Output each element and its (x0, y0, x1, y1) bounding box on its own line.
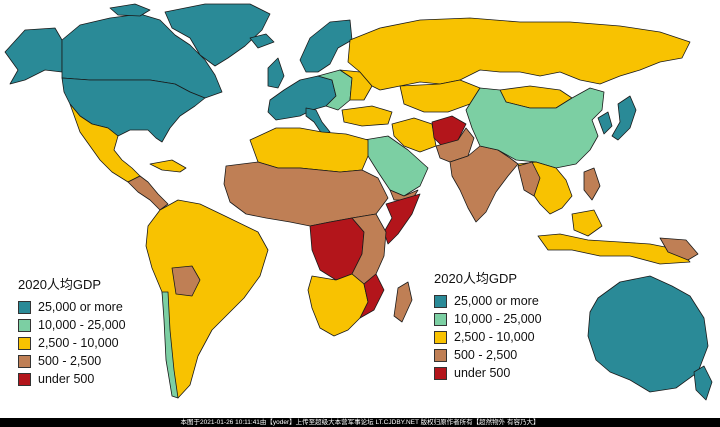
region-japan (611, 95, 637, 141)
legend-right-label-10000: 10,000 - 25,000 (454, 312, 542, 326)
legend-right-row-10000: 10,000 - 25,000 (434, 310, 542, 328)
region-south-america (145, 199, 269, 399)
legend-right-label-under: under 500 (454, 366, 511, 380)
region-australia (587, 275, 709, 393)
legend-left-row-500: 500 - 2,500 (18, 352, 126, 370)
region-somalia (383, 193, 421, 245)
region-arabia (363, 135, 429, 197)
legend-right-row-500: 500 - 2,500 (434, 346, 542, 364)
legend-left-label-25000: 25,000 or more (38, 300, 123, 314)
region-caribbean (149, 159, 187, 173)
region-mexico (69, 103, 141, 183)
region-chile (161, 291, 179, 399)
region-myanmar (517, 161, 541, 197)
legend-left-swatch-under (18, 372, 31, 386)
legend-right-row-under: under 500 (434, 364, 542, 382)
legend-left-row-25000: 25,000 or more (18, 298, 126, 316)
legend-left: 2020人均GDP 25,000 or more 10,000 - 25,000… (18, 274, 126, 388)
legend-right-label-500: 500 - 2,500 (454, 348, 518, 362)
region-iceland (249, 33, 275, 49)
legend-left-label-10000: 10,000 - 25,000 (38, 318, 126, 332)
legend-left-swatch-500 (18, 354, 31, 368)
region-turkey (341, 105, 393, 127)
legend-right-swatch-under (434, 366, 447, 380)
region-arctic-islands (109, 3, 151, 17)
legend-right-label-25000: 25,000 or more (454, 294, 539, 308)
region-indonesia (537, 233, 691, 265)
legend-right-row-25000: 25,000 or more (434, 292, 542, 310)
legend-left-label-under: under 500 (38, 372, 95, 386)
legend-left-row-2500: 2,500 - 10,000 (18, 334, 126, 352)
region-greenland (164, 3, 271, 67)
region-china (465, 87, 605, 169)
footer-watermark-text: 本图于2021-01-26 10:11:41由【yoder】上传至超级大本营军事… (0, 418, 720, 427)
region-iran (391, 117, 437, 153)
region-bolivia (171, 265, 201, 297)
legend-right-label-2500: 2,500 - 10,000 (454, 330, 535, 344)
legend-right-swatch-10000 (434, 312, 447, 326)
legend-left-row-under: under 500 (18, 370, 126, 388)
legend-left-swatch-25000 (18, 300, 31, 314)
legend-right-row-2500: 2,500 - 10,000 (434, 328, 542, 346)
region-russia (347, 17, 691, 91)
legend-right: 2020人均GDP 25,000 or more 10,000 - 25,000… (434, 268, 542, 382)
region-southern-africa (307, 273, 369, 337)
region-madagascar (393, 281, 413, 323)
region-alaska (4, 27, 63, 85)
legend-left-row-10000: 10,000 - 25,000 (18, 316, 126, 334)
region-scandinavia (299, 19, 353, 73)
legend-right-swatch-25000 (434, 294, 447, 308)
legend-right-title: 2020人均GDP (434, 271, 518, 286)
legend-right-swatch-500 (434, 348, 447, 362)
region-papua (659, 237, 699, 261)
legend-left-label-2500: 2,500 - 10,000 (38, 336, 119, 350)
region-mozambique (359, 273, 385, 319)
legend-right-swatch-2500 (434, 330, 447, 344)
region-pakistan (435, 127, 475, 163)
legend-left-label-500: 500 - 2,500 (38, 354, 102, 368)
legend-left-swatch-10000 (18, 318, 31, 332)
region-central-america (127, 175, 169, 211)
region-philippines (583, 167, 601, 201)
region-new-zealand (693, 365, 713, 401)
region-borneo (571, 209, 603, 237)
legend-left-title: 2020人均GDP (18, 277, 102, 292)
legend-left-swatch-2500 (18, 336, 31, 350)
region-uk (267, 57, 285, 89)
region-korea (597, 111, 613, 135)
